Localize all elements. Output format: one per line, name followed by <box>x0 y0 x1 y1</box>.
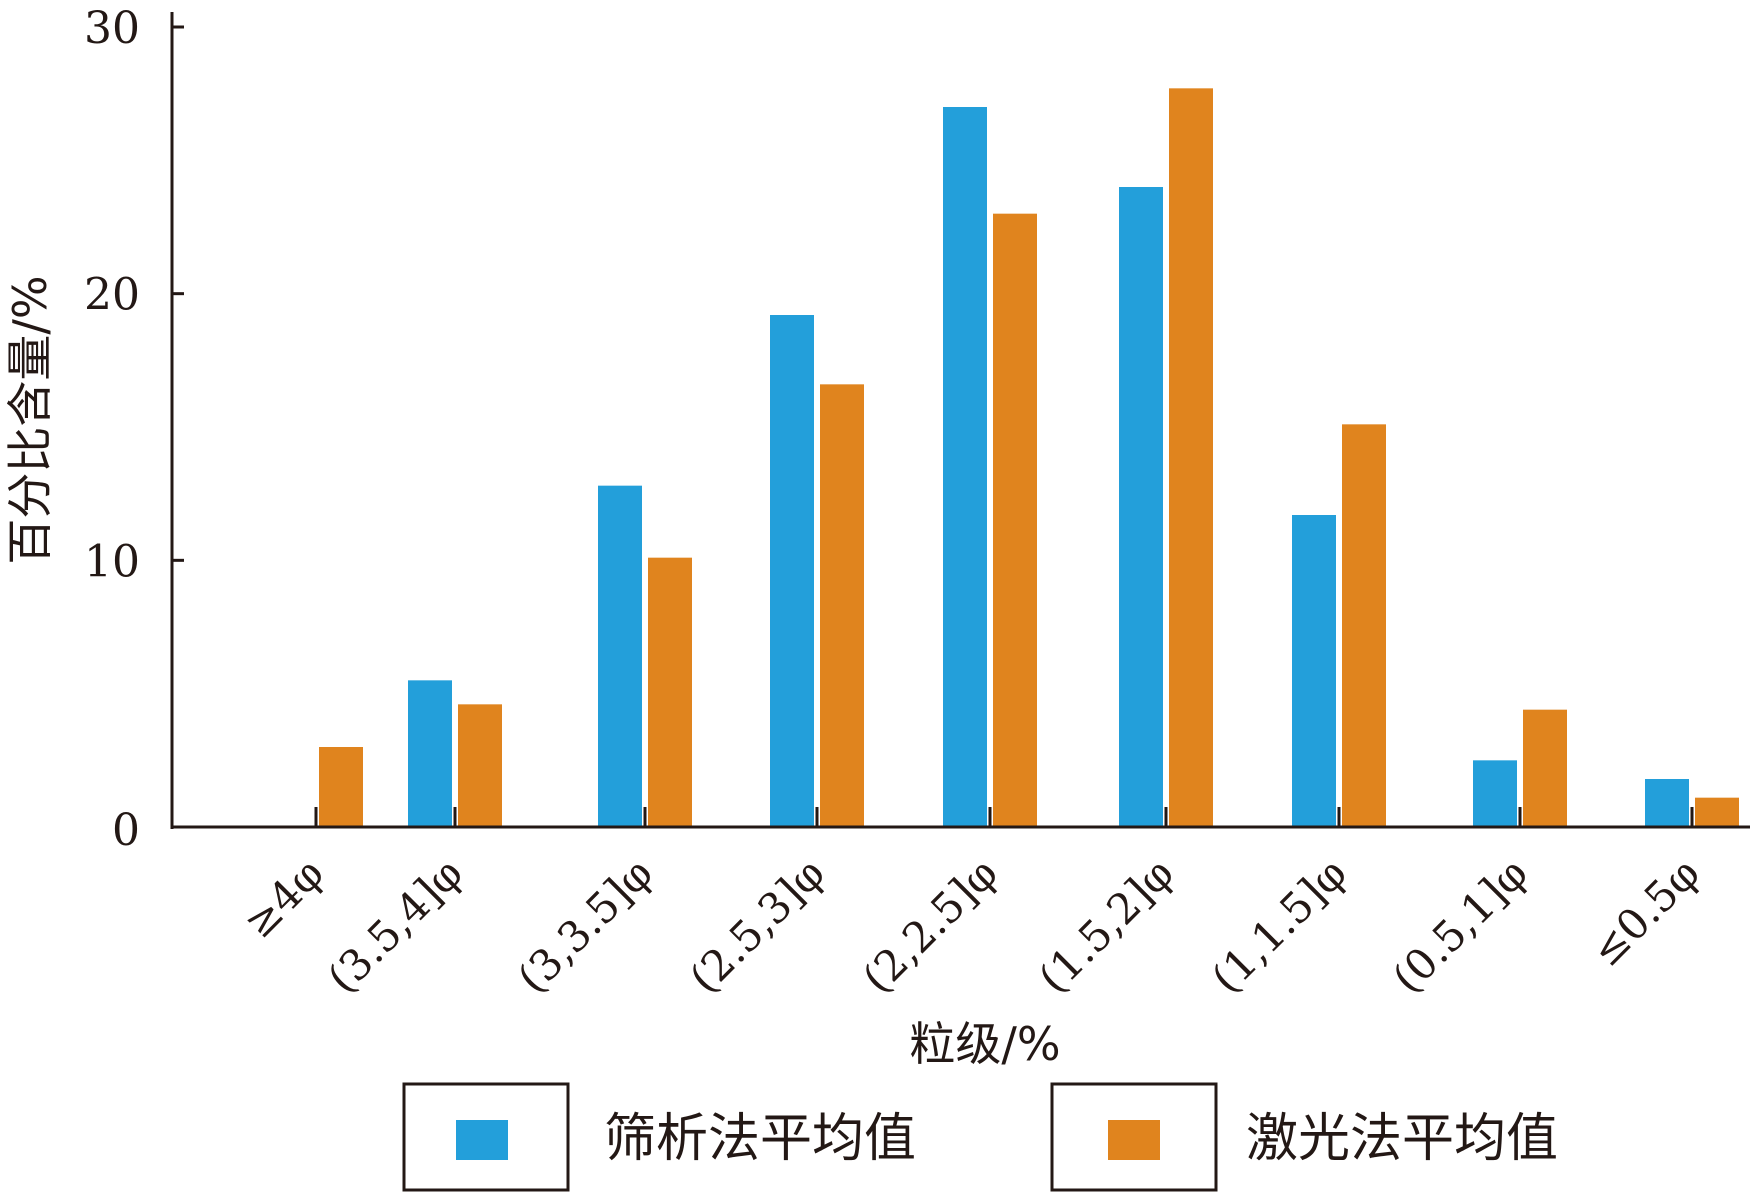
legend-box-laser <box>1050 1082 1218 1192</box>
x-tick-label: ≥4φ <box>234 848 333 947</box>
bar-laser-2 <box>648 557 692 827</box>
y-tick-label: 10 <box>84 536 140 587</box>
axes-layer <box>170 12 1750 829</box>
y-tick-label: 30 <box>84 3 140 54</box>
bar-laser-5 <box>1169 88 1213 828</box>
bar-sieve-1 <box>408 680 452 827</box>
bar-sieve-7 <box>1473 760 1517 827</box>
bar-laser-4 <box>993 213 1037 827</box>
x-tick-label: (0.5,1]φ <box>1383 848 1537 1002</box>
bars-layer <box>319 88 1739 828</box>
bar-laser-6 <box>1342 424 1386 827</box>
legend-swatch-laser <box>1108 1120 1160 1160</box>
y-tick-label: 20 <box>84 270 140 321</box>
x-tick-label: ≤0.5φ <box>1582 848 1710 976</box>
bar-laser-0 <box>319 747 363 827</box>
y-tick-label: 0 <box>112 805 140 856</box>
bar-sieve-3 <box>770 315 814 827</box>
x-ticks-layer: ≥4φ(3.5,4]φ (3,3.5]φ (2.5,3]φ (2,2.5]φ (1.5,… <box>234 807 1709 1003</box>
bar-sieve-4 <box>943 107 987 827</box>
x-tick-label: (2,2.5]φ <box>853 848 1007 1002</box>
y-axis-title: 百分比含量/% <box>3 275 57 564</box>
legend-label-laser: 激光法平均值 <box>1246 1109 1558 1169</box>
bar-laser-7 <box>1523 709 1567 827</box>
bar-sieve-6 <box>1292 515 1336 827</box>
legend-swatch-sieve <box>456 1120 508 1160</box>
x-tick-label: (1.5,2]φ <box>1029 848 1183 1002</box>
legend-label-sieve: 筛析法平均值 <box>604 1109 916 1169</box>
legend: 筛析法平均值 激光法平均值 <box>402 1082 1558 1192</box>
y-ticks-layer: 0 10 20 30 <box>84 3 184 856</box>
x-tick-label: (3.5,4]φ <box>318 848 472 1002</box>
legend-box-sieve <box>402 1082 570 1192</box>
bar-laser-1 <box>458 704 502 827</box>
bar-sieve-5 <box>1119 187 1163 827</box>
bar-sieve-8 <box>1645 779 1689 827</box>
x-tick-label: (2.5,3]φ <box>680 848 834 1002</box>
bar-laser-8 <box>1695 797 1739 827</box>
x-tick-label: (3,3.5]φ <box>508 848 662 1002</box>
x-axis-title: 粒级/% <box>909 1017 1060 1071</box>
bar-laser-3 <box>820 384 864 827</box>
bar-sieve-2 <box>598 485 642 827</box>
x-tick-label: (1,1.5]φ <box>1202 848 1356 1002</box>
